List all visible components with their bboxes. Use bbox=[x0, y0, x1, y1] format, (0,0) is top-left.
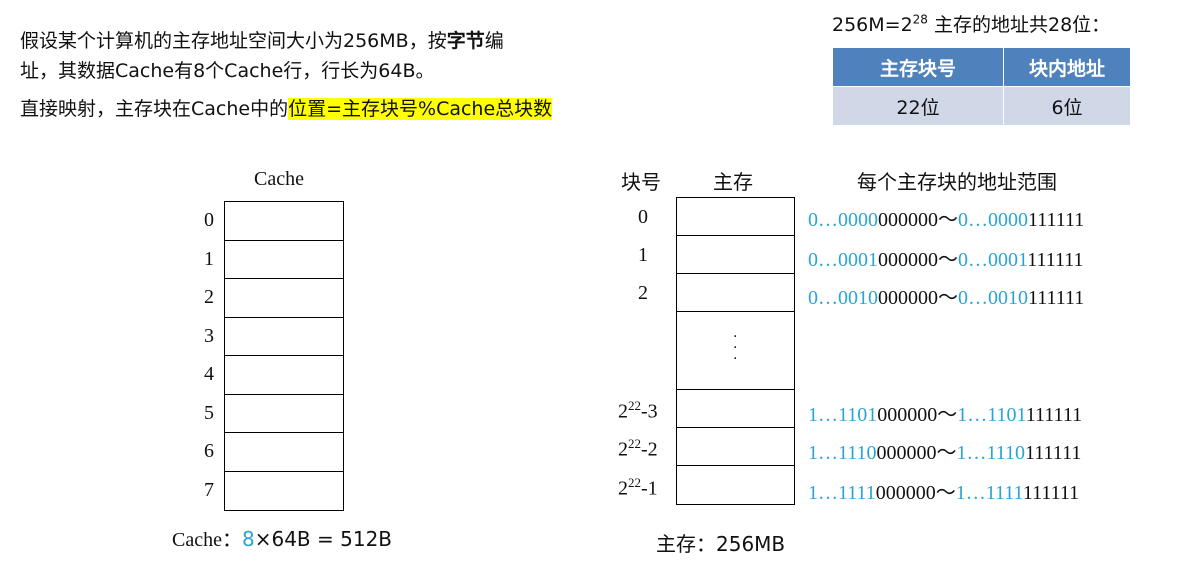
cache-caption-prefix: Cache： bbox=[172, 529, 242, 551]
cache-caption-size: ×64B = 512B bbox=[254, 527, 393, 551]
cache-row-number: 0 bbox=[204, 209, 214, 231]
address-range: 0…0010000000～0…0010111111 bbox=[808, 287, 1085, 309]
intro-paragraph: 假设某个计算机的主存地址空间大小为256MB，按字节编 址，其数据Cache有8… bbox=[20, 26, 640, 86]
address-format-table: 主存块号 块内地址 22位 6位 bbox=[832, 47, 1131, 126]
block-number: 1 bbox=[638, 244, 648, 266]
memory-block bbox=[677, 236, 794, 274]
mapping-rule: 直接映射，主存块在Cache中的位置=主存块号%Cache总块数 bbox=[20, 94, 553, 124]
intro-text-end: 编 bbox=[484, 30, 504, 52]
header-offset: 块内地址 bbox=[1003, 47, 1131, 87]
address-range: 0…0001000000～0…0001111111 bbox=[808, 249, 1084, 271]
block-number: 222-2 bbox=[618, 436, 658, 461]
cache-lines bbox=[224, 201, 344, 511]
address-range: 1…1110000000～1…1110111111 bbox=[808, 442, 1082, 464]
memory-caption: 主存：256MB bbox=[656, 532, 786, 556]
memory-block bbox=[677, 274, 794, 312]
mapping-prefix: 直接映射，主存块在Cache中的 bbox=[20, 98, 289, 120]
block-column-title: 块号 bbox=[621, 172, 661, 194]
cache-line bbox=[225, 202, 343, 241]
cache-line bbox=[225, 395, 343, 433]
cache-line bbox=[225, 356, 343, 395]
block-number: 2 bbox=[638, 282, 648, 304]
mapping-formula: 位置=主存块号%Cache总块数 bbox=[288, 98, 553, 120]
cache-line bbox=[225, 433, 343, 472]
cache-row-number: 1 bbox=[204, 247, 214, 270]
block-number: 222-3 bbox=[618, 398, 658, 423]
memory-blocks: · · · bbox=[676, 197, 795, 505]
address-range: 0…0000000000～0…0000111111 bbox=[808, 209, 1085, 231]
address-title-text: 主存的地址共28位： bbox=[927, 14, 1111, 36]
cache-caption: Cache：8×64B = 512B bbox=[172, 523, 392, 552]
cache-row-number: 4 bbox=[204, 363, 214, 385]
memory-column-title: 主存 bbox=[713, 172, 753, 194]
address-range: 1…1101000000～1…1101111111 bbox=[808, 404, 1083, 426]
vertical-ellipsis: · · · bbox=[733, 329, 738, 367]
offset-bits: 6位 bbox=[1003, 86, 1131, 126]
cache-line bbox=[225, 279, 343, 318]
intro-bold-text: 字节 bbox=[446, 30, 485, 52]
memory-block bbox=[677, 428, 794, 466]
cache-row-number: 2 bbox=[204, 286, 214, 308]
range-column-title: 每个主存块的地址范围 bbox=[857, 172, 1057, 194]
cache-line bbox=[225, 472, 343, 511]
memory-block bbox=[677, 390, 794, 428]
address-title: 256M=228 主存的地址共28位： bbox=[832, 10, 1110, 37]
cache-line bbox=[225, 318, 343, 356]
cache-caption-count: 8 bbox=[241, 527, 255, 551]
header-block-number: 主存块号 bbox=[832, 47, 1004, 87]
memory-ellipsis-block: · · · bbox=[677, 312, 794, 390]
cache-row-number: 3 bbox=[204, 324, 214, 347]
cache-title: Cache bbox=[254, 168, 304, 190]
block-number-bits: 22位 bbox=[832, 86, 1004, 126]
intro-text: 假设某个计算机的主存地址空间大小为256MB，按 bbox=[20, 30, 447, 52]
block-number: 222-1 bbox=[618, 475, 658, 500]
memory-block bbox=[677, 198, 794, 236]
cache-row-numbers: 0 1 2 3 4 5 6 7 bbox=[194, 201, 224, 509]
intro-text-line2: 址，其数据Cache有8个Cache行，行长为64B。 bbox=[20, 60, 435, 82]
address-range: 1…1111000000～1…1111111111 bbox=[808, 482, 1080, 504]
address-title-base: 256M=2 bbox=[832, 14, 913, 36]
address-title-exponent: 28 bbox=[912, 12, 928, 27]
cache-line bbox=[225, 241, 343, 279]
cache-row-number: 6 bbox=[204, 440, 214, 462]
block-number: 0 bbox=[638, 206, 648, 228]
cache-row-number: 5 bbox=[204, 401, 214, 424]
memory-block bbox=[677, 466, 794, 504]
cache-row-number: 7 bbox=[204, 478, 214, 501]
